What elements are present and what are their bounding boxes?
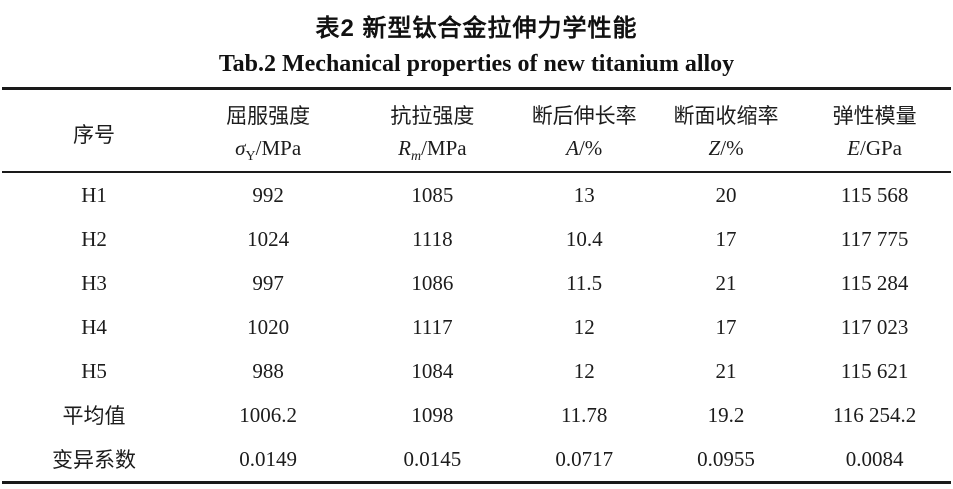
- r-subscript: m: [410, 149, 422, 165]
- cell-yield: 1020: [247, 314, 290, 339]
- cell-yield: 0.0149: [239, 446, 298, 471]
- cell-elongation: 11.5: [566, 270, 603, 295]
- cell-yield: 992: [252, 182, 284, 207]
- cell-reduction: 19.2: [707, 402, 745, 427]
- cell-modulus: 116 254.2: [832, 402, 917, 427]
- col-header-serial: 序号: [73, 123, 116, 147]
- cell-modulus: 115 568: [840, 182, 909, 207]
- col-unit-elastic-modulus: E/GPa: [798, 133, 951, 172]
- cell-yield: 988: [252, 358, 284, 383]
- yield-unit: /MPa: [255, 136, 302, 160]
- table-row: H4 1020 1117 12 17 117 023: [2, 305, 951, 349]
- cell-tensile: 1117: [412, 314, 453, 339]
- col-unit-yield-strength: σY/MPa: [186, 133, 350, 172]
- cell-reduction: 21: [715, 358, 737, 383]
- table-row: H2 1024 1118 10.4 17 117 775: [2, 217, 951, 261]
- cell-reduction: 0.0955: [697, 446, 755, 471]
- cell-modulus: 117 775: [840, 226, 909, 251]
- r-symbol: R: [398, 136, 411, 160]
- table-row: H3 997 1086 11.5 21 115 284: [2, 261, 951, 305]
- cell-elongation: 11.78: [560, 402, 608, 427]
- col-header-tensile-strength: 抗拉强度: [390, 104, 475, 128]
- cell-elongation: 12: [573, 358, 595, 383]
- a-symbol: A: [566, 136, 579, 160]
- col-header-elastic-modulus: 弹性模量: [832, 104, 917, 128]
- cell-tensile: 0.0145: [403, 446, 462, 471]
- row-label: 平均值: [62, 404, 126, 428]
- cell-elongation: 10.4: [565, 226, 603, 251]
- cell-elongation: 0.0717: [555, 446, 614, 471]
- row-label: H1: [81, 182, 107, 207]
- row-label: 变异系数: [52, 448, 137, 472]
- cell-reduction: 17: [715, 314, 737, 339]
- table-row-average: 平均值 1006.2 1098 11.78 19.2 116 254.2: [2, 393, 951, 437]
- table-caption-chinese: 表2 新型钛合金拉伸力学性能: [315, 15, 638, 42]
- table-body: H1 992 1085 13 20 115 568 H2 1024 1118 1…: [2, 172, 951, 483]
- reduction-unit: /%: [720, 136, 744, 160]
- table-row: H5 988 1084 12 21 115 621: [2, 349, 951, 393]
- cell-tensile: 1118: [412, 226, 453, 251]
- table-row: H1 992 1085 13 20 115 568: [2, 172, 951, 217]
- cell-elongation: 12: [573, 314, 595, 339]
- row-label: H3: [81, 270, 107, 295]
- row-label: H4: [81, 314, 107, 339]
- elongation-unit: /%: [578, 136, 603, 160]
- col-header-elongation: 断后伸长率: [531, 104, 637, 128]
- mechanical-properties-table: 序号 屈服强度 抗拉强度 断后伸长率 断面收缩率 弹性模量 σY/MPa Rm/…: [2, 87, 951, 484]
- table-row-variation-coefficient: 变异系数 0.0149 0.0145 0.0717 0.0955 0.0084: [2, 437, 951, 483]
- cell-modulus: 115 621: [840, 358, 909, 383]
- col-unit-tensile-strength: Rm/MPa: [350, 133, 514, 172]
- cell-modulus: 115 284: [840, 270, 909, 295]
- col-header-reduction-of-area: 断面收缩率: [673, 104, 779, 128]
- cell-yield: 997: [252, 270, 284, 295]
- cell-tensile: 1085: [411, 182, 454, 207]
- sigma-symbol: σ: [235, 136, 246, 160]
- cell-elongation: 13: [573, 182, 595, 207]
- col-unit-reduction-of-area: Z/%: [654, 133, 798, 172]
- cell-reduction: 20: [715, 182, 737, 207]
- cell-reduction: 17: [715, 226, 737, 251]
- col-header-yield-strength: 屈服强度: [226, 104, 311, 128]
- modulus-unit: /GPa: [860, 136, 902, 160]
- tensile-unit: /MPa: [421, 136, 467, 160]
- row-label: H5: [81, 358, 107, 383]
- table-caption-english: Tab.2 Mechanical properties of new titan…: [218, 51, 735, 77]
- cell-modulus: 0.0084: [845, 446, 904, 471]
- cell-reduction: 21: [715, 270, 737, 295]
- col-unit-elongation: A/%: [514, 133, 654, 172]
- table-header: 序号 屈服强度 抗拉强度 断后伸长率 断面收缩率 弹性模量 σY/MPa Rm/…: [2, 89, 951, 172]
- row-label: H2: [81, 226, 107, 251]
- cell-tensile: 1098: [411, 402, 454, 427]
- sigma-subscript: Y: [245, 149, 256, 165]
- cell-tensile: 1086: [411, 270, 454, 295]
- cell-tensile: 1084: [411, 358, 454, 383]
- cell-yield: 1006.2: [239, 402, 298, 427]
- e-symbol: E: [847, 136, 860, 160]
- cell-yield: 1024: [247, 226, 290, 251]
- cell-modulus: 117 023: [840, 314, 909, 339]
- z-symbol: Z: [708, 136, 721, 160]
